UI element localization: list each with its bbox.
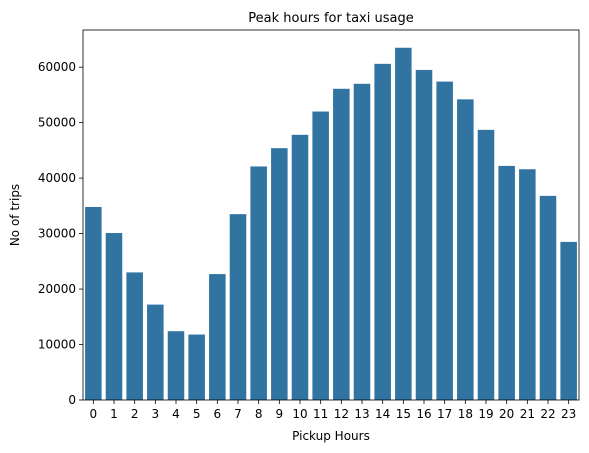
x-tick-label: 8 (255, 407, 263, 421)
x-axis-label: Pickup Hours (292, 429, 370, 443)
bar-hour-18 (457, 99, 474, 400)
x-tick-label: 16 (416, 407, 431, 421)
x-tick-label: 21 (520, 407, 535, 421)
bar-hour-7 (229, 214, 247, 400)
bar-hour-0 (85, 206, 102, 400)
bar-hour-22 (539, 195, 557, 400)
chart-title: Peak hours for taxi usage (248, 11, 413, 26)
x-tick-label: 23 (561, 407, 576, 421)
bar-hour-20 (498, 165, 515, 400)
x-tick-label: 10 (292, 407, 307, 421)
x-axis: 0 1 2 3 4 5 6 7 8 9 10 11 12 13 14 15 16 17 18 19 20 21 22 23 (90, 400, 576, 421)
x-tick-label: 3 (152, 407, 160, 421)
bar-hour-23 (560, 241, 577, 400)
bar-hour-14 (374, 63, 391, 401)
x-tick-label: 5 (193, 407, 201, 421)
bar-hour-13 (353, 83, 371, 400)
x-tick-label: 1 (110, 407, 118, 421)
x-tick-label: 9 (276, 407, 284, 421)
plot-frame (82, 29, 580, 401)
bar-hour-19 (477, 129, 495, 400)
bar-hour-5 (188, 334, 205, 400)
x-tick-label: 12 (334, 407, 349, 421)
x-tick-label: 14 (375, 407, 390, 421)
y-tick-label: 30000 (38, 227, 76, 241)
bars-group (85, 47, 577, 401)
x-tick-label: 15 (396, 407, 411, 421)
y-tick-label: 0 (68, 393, 76, 407)
bar-hour-21 (519, 169, 536, 400)
x-tick-label: 4 (172, 407, 180, 421)
y-tick-label: 50000 (38, 116, 76, 130)
bar-hour-12 (333, 88, 350, 401)
bar-hour-1 (105, 233, 123, 400)
bar-hour-11 (312, 111, 329, 400)
bar-hour-17 (436, 81, 453, 400)
y-tick-label: 40000 (38, 171, 76, 185)
x-tick-label: 18 (458, 407, 473, 421)
y-axis-label: No of trips (8, 184, 22, 246)
x-tick-label: 20 (499, 407, 514, 421)
x-tick-label: 11 (313, 407, 328, 421)
x-tick-label: 22 (540, 407, 555, 421)
x-tick-label: 2 (131, 407, 139, 421)
y-axis: 0 10000 20000 30000 40000 50000 60000 (38, 60, 83, 407)
bar-hour-10 (291, 134, 309, 400)
bar-hour-3 (147, 304, 164, 400)
x-tick-label: 17 (437, 407, 452, 421)
x-tick-label: 7 (234, 407, 242, 421)
y-tick-label: 20000 (38, 282, 76, 296)
x-tick-label: 13 (354, 407, 369, 421)
y-tick-label: 60000 (38, 60, 76, 74)
bar-hour-2 (126, 272, 143, 400)
x-tick-label: 0 (90, 407, 98, 421)
y-tick-label: 10000 (38, 338, 76, 352)
bar-hour-9 (271, 148, 288, 400)
bar-hour-15 (395, 47, 412, 400)
bar-hour-4 (167, 331, 185, 400)
bar-hour-8 (250, 166, 267, 400)
x-tick-label: 19 (478, 407, 493, 421)
bar-hour-16 (415, 69, 433, 400)
bar-hour-6 (209, 274, 226, 400)
x-tick-label: 6 (214, 407, 222, 421)
